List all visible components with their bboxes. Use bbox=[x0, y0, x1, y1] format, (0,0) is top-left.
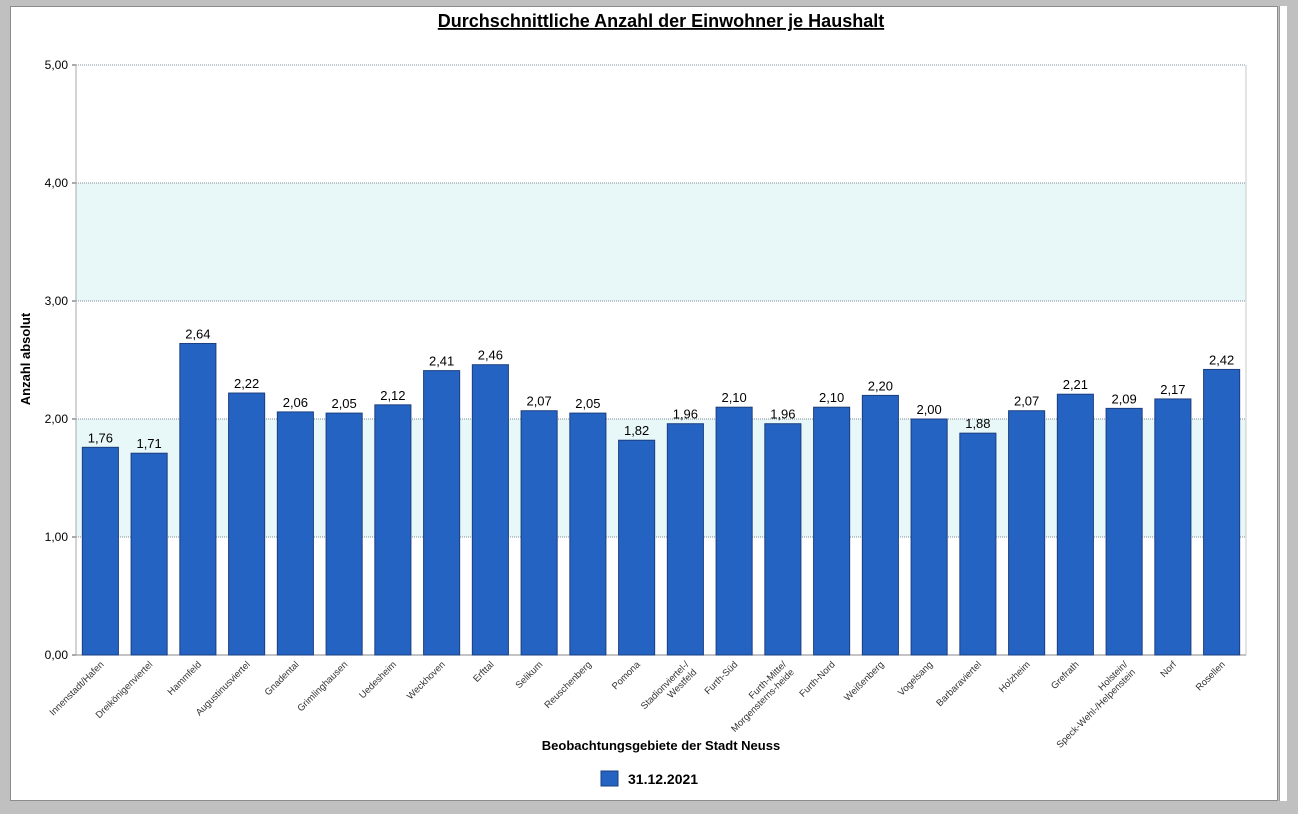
data-label: 2,07 bbox=[526, 394, 551, 409]
bar bbox=[471, 364, 509, 656]
data-label: 1,71 bbox=[136, 436, 161, 451]
y-tick-label: 3,00 bbox=[45, 294, 69, 308]
window-edge bbox=[1279, 6, 1287, 801]
bar bbox=[325, 412, 363, 656]
category-label: Norf bbox=[1159, 659, 1180, 680]
bar bbox=[1203, 368, 1241, 656]
bar bbox=[715, 406, 753, 656]
bar bbox=[130, 452, 168, 656]
data-label: 2,46 bbox=[478, 348, 503, 363]
data-label: 2,21 bbox=[1063, 377, 1088, 392]
bar bbox=[959, 432, 997, 656]
bars bbox=[81, 342, 1241, 656]
data-label: 1,82 bbox=[624, 423, 649, 438]
y-tick-label: 5,00 bbox=[45, 58, 69, 72]
bar bbox=[276, 411, 314, 656]
category-label: Grimlinghausen bbox=[295, 659, 350, 714]
y-tick-label: 2,00 bbox=[45, 412, 69, 426]
bar bbox=[1056, 393, 1094, 656]
data-label: 2,09 bbox=[1111, 391, 1136, 406]
data-label: 2,20 bbox=[868, 378, 893, 393]
bar bbox=[1154, 398, 1192, 656]
data-label: 2,64 bbox=[185, 326, 210, 341]
legend-entry: 31.12.2021 bbox=[628, 771, 698, 787]
category-label: Gnadental bbox=[263, 659, 302, 698]
gridlines bbox=[72, 64, 1247, 656]
background-bands bbox=[76, 183, 1246, 537]
data-label: 2,00 bbox=[916, 402, 941, 417]
category-label: Barbaraviertel bbox=[934, 659, 984, 709]
data-label: 2,10 bbox=[819, 390, 844, 405]
band-1 bbox=[76, 183, 1246, 301]
data-label: 1,96 bbox=[770, 407, 795, 422]
bar bbox=[861, 394, 899, 656]
data-label: 1,96 bbox=[673, 407, 698, 422]
bar bbox=[569, 412, 607, 656]
category-label: Weckhoven bbox=[405, 659, 448, 702]
category-label: Hammfeld bbox=[166, 659, 204, 697]
bar bbox=[374, 404, 412, 656]
category-label: Reuschenberg bbox=[543, 659, 594, 710]
category-label: Furth-Süd bbox=[703, 659, 741, 697]
bar bbox=[666, 423, 704, 656]
data-label: 2,22 bbox=[234, 376, 259, 391]
y-tick-label: 0,00 bbox=[45, 648, 69, 662]
data-label: 2,12 bbox=[380, 388, 405, 403]
bar bbox=[179, 342, 217, 656]
data-label: 2,05 bbox=[331, 396, 356, 411]
category-label: Selikum bbox=[514, 659, 546, 691]
data-label: 2,06 bbox=[283, 395, 308, 410]
legend-swatch bbox=[600, 770, 619, 787]
bar bbox=[520, 410, 558, 656]
data-label: 2,17 bbox=[1160, 382, 1185, 397]
category-label: Erfttal bbox=[471, 659, 496, 684]
bar bbox=[1008, 410, 1046, 656]
y-axis-label: Anzahl absolut bbox=[18, 312, 33, 405]
category-label: Pomona bbox=[610, 659, 643, 692]
data-label: 2,07 bbox=[1014, 394, 1039, 409]
bar bbox=[81, 446, 119, 656]
bar bbox=[813, 406, 851, 656]
y-axis-ticks: 0,00 1,00 2,00 3,00 4,00 5,00 bbox=[45, 58, 69, 662]
data-label: 2,41 bbox=[429, 354, 454, 369]
data-labels: 1,76 1,71 2,64 2,22 2,06 2,05 2,12 2,41 2,46 2,07… bbox=[88, 326, 1235, 451]
bar bbox=[764, 423, 802, 656]
bar bbox=[1105, 407, 1143, 656]
data-label: 1,88 bbox=[965, 416, 990, 431]
data-label: 1,76 bbox=[88, 430, 113, 445]
data-label: 2,05 bbox=[575, 396, 600, 411]
bar bbox=[228, 392, 266, 656]
x-axis-label: Beobachtungsgebiete der Stadt Neuss bbox=[542, 738, 780, 753]
category-label: Furth-Nord bbox=[797, 659, 837, 699]
y-tick-label: 4,00 bbox=[45, 176, 69, 190]
category-label: Vogelsang bbox=[896, 659, 935, 698]
data-label: 2,42 bbox=[1209, 352, 1234, 367]
category-label: Uedesheim bbox=[357, 659, 399, 701]
category-label: Rosellen bbox=[1194, 659, 1228, 693]
category-label: Stadionviertel-/Westfeld bbox=[639, 659, 700, 720]
data-label: 2,10 bbox=[721, 390, 746, 405]
bar bbox=[423, 370, 461, 656]
y-tick-label: 1,00 bbox=[45, 530, 69, 544]
category-label: Holzheim bbox=[997, 659, 1033, 695]
legend: 31.12.2021 bbox=[600, 770, 698, 787]
category-label: Grefrath bbox=[1049, 659, 1081, 691]
chart-title: Durchschnittliche Anzahl der Einwohner j… bbox=[438, 11, 884, 31]
bar bbox=[910, 418, 948, 656]
band-0 bbox=[76, 419, 1246, 537]
category-label: Weißenberg bbox=[842, 659, 886, 703]
bar bbox=[618, 439, 656, 656]
